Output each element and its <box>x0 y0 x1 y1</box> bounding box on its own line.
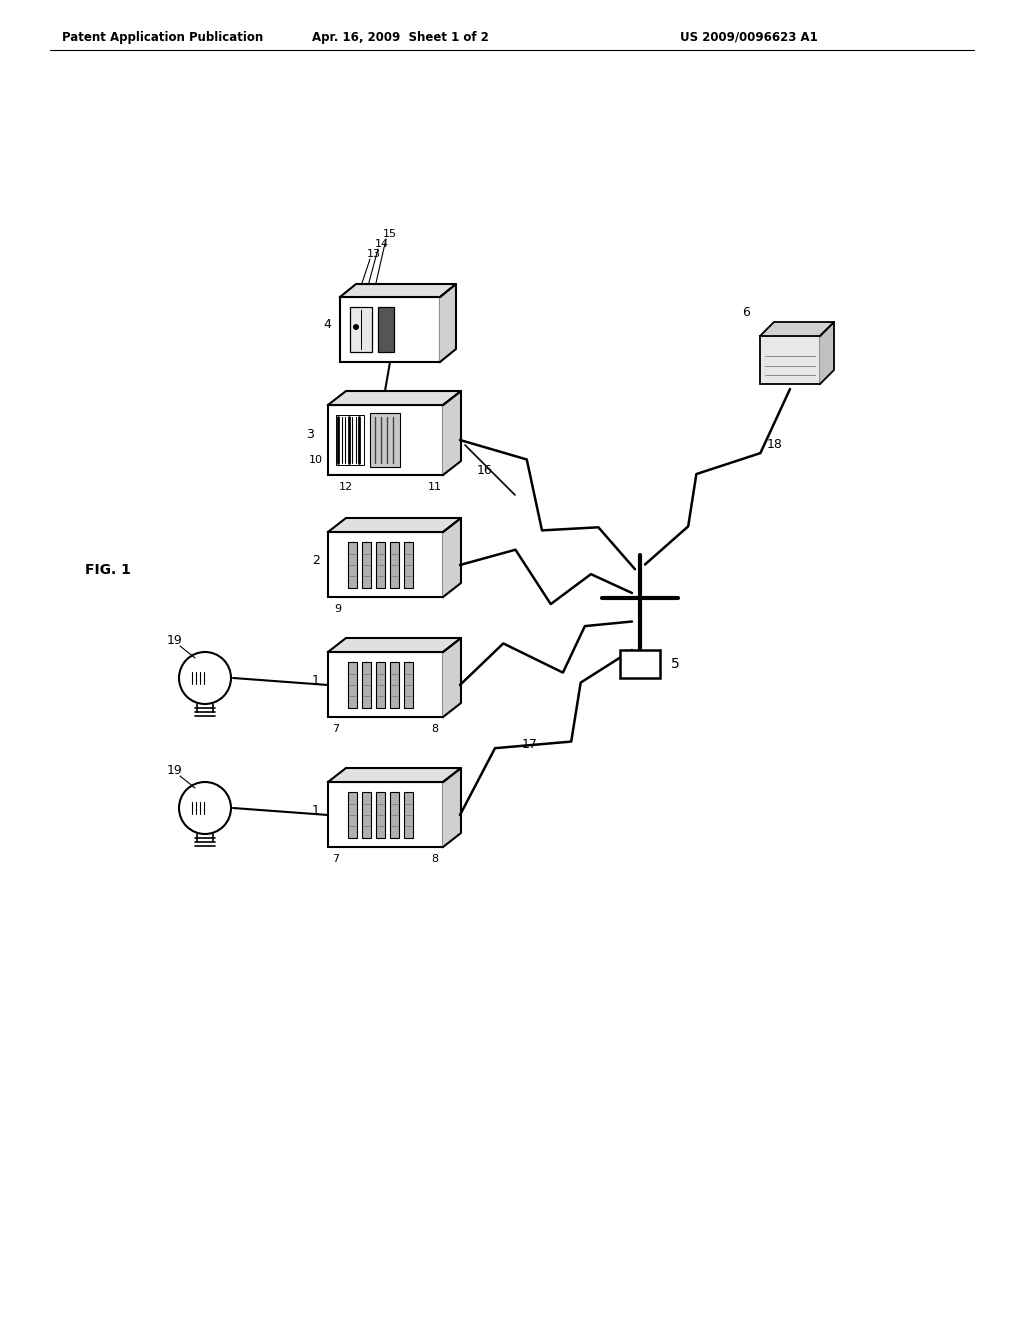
Text: 12: 12 <box>339 482 353 492</box>
Polygon shape <box>328 638 461 652</box>
Text: 11: 11 <box>428 482 442 492</box>
Text: 7: 7 <box>333 723 340 734</box>
Bar <box>361 543 371 587</box>
Polygon shape <box>340 284 456 297</box>
Text: 13: 13 <box>367 249 381 259</box>
Text: 14: 14 <box>375 239 389 249</box>
Text: Patent Application Publication: Patent Application Publication <box>62 30 263 44</box>
Text: 10: 10 <box>309 455 323 465</box>
Text: 9: 9 <box>335 605 342 614</box>
Bar <box>328 532 443 597</box>
Polygon shape <box>328 391 461 405</box>
Polygon shape <box>443 391 461 475</box>
Text: 15: 15 <box>383 228 397 239</box>
Bar <box>328 781 443 847</box>
Bar <box>389 543 398 587</box>
Bar <box>403 663 413 708</box>
Text: 6: 6 <box>742 305 750 318</box>
Bar <box>376 543 384 587</box>
Text: 2: 2 <box>312 553 319 566</box>
Bar <box>376 792 384 838</box>
Bar <box>389 792 398 838</box>
Bar <box>328 652 443 717</box>
Bar <box>403 543 413 587</box>
Bar <box>350 308 372 352</box>
Text: 18: 18 <box>767 437 783 450</box>
Text: 4: 4 <box>323 318 331 331</box>
Bar <box>376 663 384 708</box>
Polygon shape <box>820 322 834 384</box>
Text: 1: 1 <box>312 804 319 817</box>
Bar <box>361 792 371 838</box>
Polygon shape <box>760 322 834 337</box>
Polygon shape <box>443 517 461 597</box>
Bar <box>347 792 356 838</box>
Polygon shape <box>443 638 461 717</box>
Bar <box>760 337 820 384</box>
Text: 3: 3 <box>306 429 314 441</box>
Bar <box>378 308 394 352</box>
Text: FIG. 1: FIG. 1 <box>85 564 131 577</box>
Text: Apr. 16, 2009  Sheet 1 of 2: Apr. 16, 2009 Sheet 1 of 2 <box>311 30 488 44</box>
Polygon shape <box>443 768 461 847</box>
Text: 5: 5 <box>671 657 679 671</box>
Text: 17: 17 <box>522 738 538 751</box>
Bar <box>328 405 443 475</box>
Circle shape <box>353 323 359 330</box>
Text: 19: 19 <box>167 764 183 777</box>
Text: 19: 19 <box>167 635 183 648</box>
Bar <box>347 543 356 587</box>
Bar <box>389 663 398 708</box>
Polygon shape <box>328 768 461 781</box>
Bar <box>347 663 356 708</box>
Bar <box>336 414 364 465</box>
Bar <box>361 663 371 708</box>
Bar <box>620 649 660 678</box>
Bar <box>340 297 440 362</box>
Text: 8: 8 <box>431 723 438 734</box>
Text: 8: 8 <box>431 854 438 865</box>
Text: 7: 7 <box>333 854 340 865</box>
Polygon shape <box>440 284 456 362</box>
Text: US 2009/0096623 A1: US 2009/0096623 A1 <box>680 30 818 44</box>
Bar <box>370 413 400 467</box>
Bar <box>403 792 413 838</box>
Text: 1: 1 <box>312 673 319 686</box>
Text: 16: 16 <box>477 463 493 477</box>
Polygon shape <box>328 517 461 532</box>
